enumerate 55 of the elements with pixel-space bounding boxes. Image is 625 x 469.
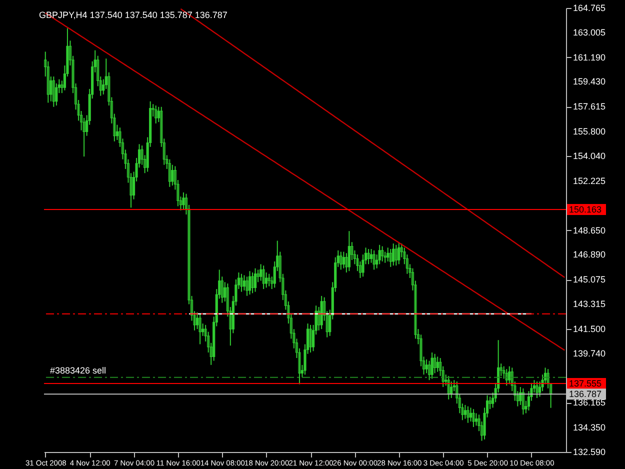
y-tick-label: 148.650 — [573, 225, 606, 236]
candlestick — [522, 388, 524, 416]
candlestick — [309, 324, 312, 354]
candlestick — [198, 313, 202, 345]
candlestick — [320, 295, 323, 330]
candlestick — [168, 158, 171, 188]
y-tick-label: 132.590 — [573, 447, 606, 457]
candlestick — [378, 244, 381, 265]
candlestick — [340, 251, 342, 270]
candlestick — [248, 270, 252, 296]
candlestick — [254, 268, 257, 292]
y-tick-label: 157.615 — [573, 102, 606, 112]
y-tick-label: 146.890 — [573, 250, 606, 260]
candlestick — [472, 408, 475, 428]
candlestick — [398, 242, 400, 265]
y-tick-label: 161.190 — [573, 52, 606, 62]
ref-line-label: 150.163 — [569, 204, 602, 214]
y-tick-label: 141.500 — [573, 324, 606, 334]
y-tick-label: 145.075 — [573, 274, 606, 285]
ref-line-label: 137.555 — [569, 378, 602, 388]
candlestick — [154, 104, 158, 124]
y-tick-label: 155.800 — [573, 126, 606, 137]
y-tick-label: 143.315 — [573, 299, 606, 309]
candlestick — [434, 353, 436, 374]
ref-line-label: 136.787 — [569, 389, 602, 400]
y-tick-label: 139.740 — [573, 348, 606, 358]
ref-line-label: #3883426 sell — [50, 365, 106, 376]
candlestick — [430, 352, 434, 380]
y-tick-label: 164.765 — [573, 3, 606, 13]
y-tick-label: 134.350 — [573, 422, 606, 433]
candlestick — [536, 380, 538, 399]
candlestick — [52, 76, 55, 108]
y-tick-label: 152.225 — [573, 176, 606, 186]
candlestick — [240, 273, 243, 292]
candlestick — [464, 404, 466, 420]
candlestick — [466, 406, 470, 424]
candlestick — [436, 356, 439, 372]
candlestick — [348, 230, 350, 272]
candlestick — [246, 276, 248, 296]
candlestick — [367, 248, 370, 265]
y-tick-label: 163.005 — [573, 27, 606, 38]
candlestick — [392, 242, 395, 266]
candlestick — [342, 251, 345, 269]
candlestick — [372, 250, 376, 270]
candlestick — [447, 375, 450, 400]
y-tick-label: 136.165 — [573, 398, 606, 408]
candlestick — [262, 265, 265, 290]
candlestick — [505, 368, 508, 386]
candlestick — [268, 273, 270, 287]
candlestick — [389, 248, 392, 268]
candlestick — [251, 272, 254, 294]
y-tick-label: 154.040 — [573, 151, 606, 161]
candlestick — [394, 244, 398, 266]
y-tick-label: 159.430 — [573, 76, 606, 87]
candlestick — [381, 246, 384, 262]
